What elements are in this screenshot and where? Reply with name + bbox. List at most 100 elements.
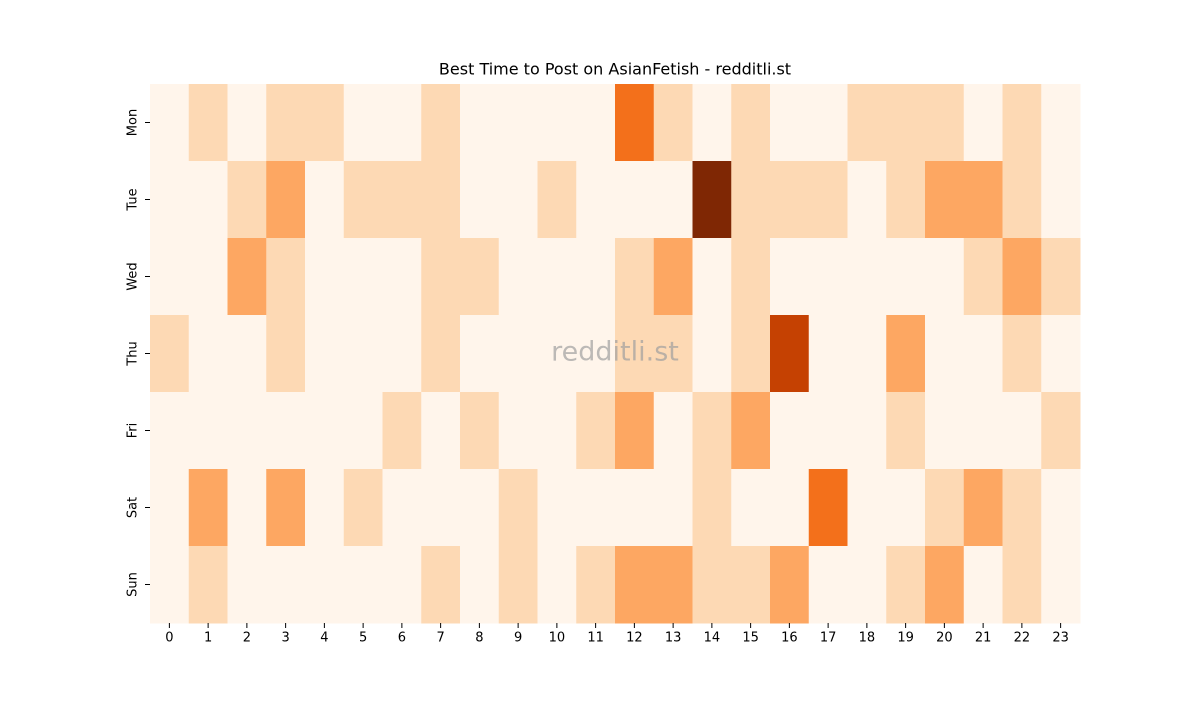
heatmap-cell — [731, 84, 771, 162]
heatmap-cell — [421, 392, 461, 470]
heatmap-cell — [770, 161, 810, 239]
heatmap-cell — [305, 238, 345, 316]
heatmap-cell — [847, 315, 887, 393]
heatmap-cell — [963, 392, 1003, 470]
heatmap-cell — [770, 84, 810, 162]
heatmap-cell — [1041, 161, 1081, 239]
heatmap-cell — [808, 546, 848, 624]
heatmap-cell — [963, 315, 1003, 393]
heatmap-cell — [188, 546, 228, 624]
x-tick-label: 4 — [320, 631, 328, 646]
heatmap-cell — [886, 469, 926, 547]
heatmap-cell — [1041, 546, 1081, 624]
heatmap-cell — [963, 238, 1003, 316]
heatmap-cell — [1002, 161, 1042, 239]
heatmap-cell — [382, 469, 422, 547]
heatmap-cell — [615, 315, 655, 393]
heatmap-cell — [925, 392, 965, 470]
x-tick-label: 0 — [165, 631, 173, 646]
heatmap-cell — [1002, 392, 1042, 470]
heatmap-cell — [150, 238, 190, 316]
heatmap-cell — [1041, 238, 1081, 316]
heatmap-cell — [615, 469, 655, 547]
heatmap-cell — [615, 392, 655, 470]
heatmap-cell — [576, 238, 616, 316]
heatmap-cell — [653, 315, 693, 393]
heatmap-cell — [498, 238, 538, 316]
heatmap-cell — [537, 315, 577, 393]
x-tick-label: 22 — [1014, 631, 1031, 646]
heatmap-cell — [1002, 238, 1042, 316]
heatmap-cell — [188, 392, 228, 470]
heatmap-cell — [266, 546, 306, 624]
heatmap-cell — [343, 161, 383, 239]
heatmap-cell — [382, 84, 422, 162]
heatmap-cell — [537, 546, 577, 624]
heatmap-cell — [1002, 84, 1042, 162]
x-tick-label: 21 — [975, 631, 992, 646]
heatmap-cell — [692, 392, 732, 470]
heatmap-cell — [150, 84, 190, 162]
heatmap-cell — [847, 392, 887, 470]
x-tick-label: 1 — [204, 631, 212, 646]
heatmap-cell — [770, 469, 810, 547]
heatmap-cell — [150, 469, 190, 547]
heatmap-cell — [343, 392, 383, 470]
y-tick-label: Thu — [126, 341, 141, 366]
heatmap-cell — [343, 315, 383, 393]
x-tick-label: 6 — [398, 631, 406, 646]
heatmap-cell — [886, 238, 926, 316]
y-tick-label: Sun — [126, 572, 141, 597]
heatmap-cell — [188, 315, 228, 393]
x-tick-label: 7 — [436, 631, 444, 646]
heatmap-cell — [963, 469, 1003, 547]
heatmap-cell — [227, 315, 267, 393]
heatmap-cell — [1041, 315, 1081, 393]
heatmap-cell — [305, 546, 345, 624]
heatmap-cell — [615, 238, 655, 316]
x-tick-label: 2 — [243, 631, 251, 646]
x-tick-label: 5 — [359, 631, 367, 646]
heatmap-cell — [537, 469, 577, 547]
heatmap-cell — [227, 469, 267, 547]
heatmap-cell — [808, 161, 848, 239]
x-tick-label: 9 — [514, 631, 522, 646]
x-tick-label: 17 — [820, 631, 837, 646]
heatmap-cell — [305, 161, 345, 239]
heatmap-cell — [305, 469, 345, 547]
heatmap-cell — [150, 161, 190, 239]
heatmap-cell — [615, 84, 655, 162]
heatmap-cell — [498, 161, 538, 239]
x-tick-label: 16 — [781, 631, 798, 646]
heatmap-cell — [925, 161, 965, 239]
y-tick-label: Wed — [126, 262, 141, 290]
heatmap-cell — [421, 84, 461, 162]
heatmap-cell — [343, 238, 383, 316]
heatmap-cell — [305, 315, 345, 393]
heatmap-cell — [266, 469, 306, 547]
heatmap-cell — [460, 161, 500, 239]
heatmap-cell — [963, 161, 1003, 239]
heatmap-cell — [576, 392, 616, 470]
heatmap-cell — [498, 546, 538, 624]
heatmap-cell — [343, 546, 383, 624]
heatmap-cell — [653, 161, 693, 239]
heatmap-cell — [421, 546, 461, 624]
heatmap-cell — [692, 238, 732, 316]
heatmap-cell — [421, 469, 461, 547]
heatmap-cell — [188, 161, 228, 239]
heatmap-cell — [847, 84, 887, 162]
heatmap-cell — [925, 469, 965, 547]
heatmap-cell — [498, 392, 538, 470]
heatmap-cell — [692, 161, 732, 239]
heatmap-cell — [963, 546, 1003, 624]
heatmap-cell — [925, 546, 965, 624]
heatmap-cell — [460, 546, 500, 624]
heatmap-cell — [808, 469, 848, 547]
heatmap-cell — [188, 469, 228, 547]
heatmap-cell — [150, 315, 190, 393]
chart-title: Best Time to Post on AsianFetish - reddi… — [439, 60, 791, 79]
y-tick-label: Tue — [126, 188, 141, 211]
heatmap-cell — [266, 161, 306, 239]
